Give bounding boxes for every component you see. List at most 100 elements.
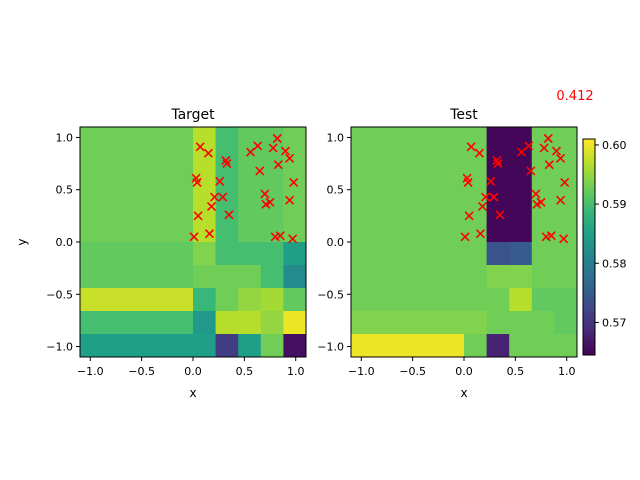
colorbar-segment <box>583 286 595 291</box>
test-sample-marker <box>460 232 470 242</box>
colorbar-segment <box>583 160 595 165</box>
test-sample-marker <box>492 155 502 166</box>
test-heatmap-cell <box>486 265 510 289</box>
test-title: Test <box>449 107 478 123</box>
colorbar-segment <box>583 214 595 219</box>
test-sample-marker <box>543 133 553 144</box>
test-heatmap-cell <box>486 334 510 358</box>
test-y-tick-label: 1.0 <box>327 131 345 144</box>
target-sample-marker <box>272 133 282 144</box>
test-heatmap-cell <box>531 288 555 312</box>
colorbar-segment <box>583 164 595 169</box>
test-heatmap-cell <box>464 242 487 266</box>
colorbar-segment <box>583 315 595 320</box>
target-x-tick-label: 0.5 <box>236 365 254 378</box>
colorbar-tick-label: 0.57 <box>602 316 627 329</box>
test-sample-marker <box>489 192 499 202</box>
target-sample-marker <box>210 192 220 202</box>
target-heatmap-cell <box>283 288 307 312</box>
colorbar-segment <box>583 236 595 241</box>
colorbar-segment <box>583 182 595 187</box>
target-x-tick-label: −1.0 <box>77 365 104 378</box>
target-heatmap-cell <box>260 265 284 289</box>
target-sample-marker <box>193 211 203 221</box>
colorbar-segment <box>583 218 595 223</box>
test-sample-markers <box>460 133 570 244</box>
target-sample-marker <box>268 143 278 153</box>
target-heatmap-cell <box>80 127 194 243</box>
test-heatmap-cell <box>464 311 487 335</box>
colorbar-segment <box>583 200 595 205</box>
colorbar-segment <box>583 337 595 342</box>
test-heatmap-cell <box>486 242 510 266</box>
target-heatmap-cell <box>260 242 284 266</box>
test-heatmap-cell <box>351 127 465 243</box>
test-panel: −1.0 −0.5 0.0 0.5 1.0 −1.0 −0.5 0.0 0.5 1.0 Test… <box>317 107 578 400</box>
target-heatmap-cell <box>260 311 284 335</box>
target-heatmap-cell <box>238 242 262 266</box>
target-sample-marker <box>192 177 202 187</box>
test-y-tick-label: 0.0 <box>327 236 345 249</box>
target-sample-marker <box>195 142 205 152</box>
test-sample-marker <box>464 211 474 221</box>
test-heatmap-cell <box>464 288 487 312</box>
colorbar-segment <box>583 243 595 248</box>
test-heatmap-cell <box>509 127 533 243</box>
test-heatmap-cell <box>351 288 465 312</box>
target-heatmap-cell <box>215 242 239 266</box>
colorbar-segment <box>583 268 595 273</box>
test-sample-marker <box>555 195 566 205</box>
test-heatmap-cell <box>351 265 465 289</box>
colorbar-segment <box>583 344 595 349</box>
target-sample-marker <box>203 148 213 158</box>
colorbar-segment <box>583 340 595 345</box>
test-sample-marker <box>493 159 503 169</box>
target-heatmap-cell <box>283 311 307 335</box>
test-sample-marker <box>524 141 534 151</box>
colorbar-segment <box>583 247 595 252</box>
colorbar-segment <box>583 142 595 147</box>
colorbar-segment <box>583 329 595 334</box>
target-heatmap-cell <box>193 334 216 358</box>
target-sample-marker <box>289 177 299 187</box>
test-x-tick-label: −1.0 <box>348 365 375 378</box>
colorbar-segment <box>583 275 595 280</box>
colorbar-segment <box>583 308 595 313</box>
test-heatmap-cell <box>486 311 510 335</box>
colorbar-segment <box>583 326 595 331</box>
colorbar-segment <box>583 157 595 162</box>
target-sample-marker <box>284 195 295 205</box>
target-sample-marker <box>206 201 217 212</box>
colorbar-segment <box>583 207 595 212</box>
colorbar-tick-label: 0.59 <box>602 198 627 211</box>
test-heatmap-cell <box>351 311 465 335</box>
test-heatmap-cell <box>554 265 578 289</box>
test-heatmap-cell <box>464 265 487 289</box>
test-sample-marker <box>495 210 505 220</box>
colorbar-segment <box>583 250 595 255</box>
target-sample-marker <box>222 159 232 169</box>
target-heatmap-cell <box>193 288 216 312</box>
test-sample-marker <box>466 142 476 152</box>
target-sample-marker <box>253 141 263 151</box>
test-sample-marker <box>546 231 556 241</box>
target-heatmap-cell <box>283 242 307 266</box>
target-heatmap-cell <box>215 334 239 358</box>
target-x-tick-label: −0.5 <box>128 365 155 378</box>
test-sample-marker <box>536 197 546 207</box>
colorbar-segment <box>583 203 595 208</box>
test-heatmap-cell <box>554 334 578 358</box>
target-heatmap-cell <box>215 127 239 243</box>
score-annotation: 0.412 <box>556 89 593 104</box>
test-heatmap-cell <box>531 334 555 358</box>
test-heatmap-cell <box>464 127 487 243</box>
colorbar-segment <box>583 265 595 270</box>
colorbar-segment <box>583 322 595 327</box>
test-heatmap <box>351 127 578 358</box>
colorbar-segment <box>583 351 595 356</box>
test-heatmap-cell <box>531 242 555 266</box>
test-heatmap-cell <box>531 311 555 335</box>
test-heatmap-cell <box>554 311 578 335</box>
target-sample-marker <box>273 160 283 170</box>
target-y-axis-label: y <box>15 238 29 245</box>
